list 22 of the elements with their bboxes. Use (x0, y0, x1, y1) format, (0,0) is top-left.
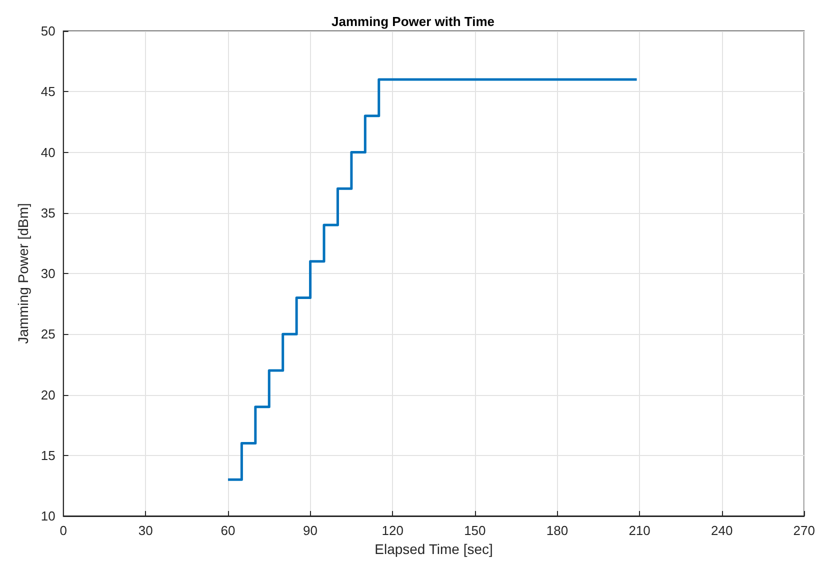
x-tick-label: 30 (138, 523, 153, 538)
x-axis-title: Elapsed Time [sec] (374, 540, 493, 557)
y-tick-label: 40 (40, 144, 56, 160)
y-tick-label: 10 (40, 508, 56, 524)
y-tick-label: 15 (40, 448, 56, 463)
x-tick-label: 60 (220, 523, 236, 538)
x-tick-label: 180 (546, 523, 568, 538)
y-tick-label: 20 (40, 387, 56, 402)
chart-title: Jamming Power with Time (331, 14, 495, 29)
x-tick-label: 240 (710, 523, 733, 538)
x-tick-label: 90 (303, 523, 318, 538)
y-tick-label: 30 (40, 266, 56, 281)
y-tick-label: 45 (40, 84, 56, 100)
y-tick-label: 25 (40, 326, 56, 342)
y-axis-title: Jamming Power [dBm] (15, 203, 31, 344)
x-tick-label: 150 (464, 523, 486, 538)
x-tick-label: 120 (382, 523, 404, 538)
x-tick-label: 0 (60, 523, 67, 538)
x-tick-label: 210 (628, 523, 650, 538)
y-tick-label: 50 (40, 24, 56, 38)
y-tick-label: 35 (40, 205, 56, 220)
x-tick-label: 270 (793, 523, 816, 538)
